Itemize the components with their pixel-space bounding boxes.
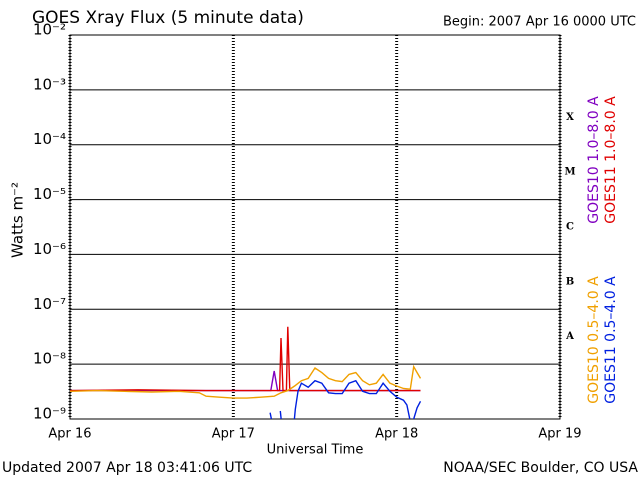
y-tick-label: 10⁻⁸: [33, 350, 66, 368]
plot-frame: [69, 34, 561, 420]
x-axis-label: Universal Time: [267, 443, 364, 458]
y-tick-label: 10⁻⁷: [33, 295, 66, 313]
y-tick-label: 10⁻⁵: [33, 185, 66, 203]
x-tick-label: Apr 18: [375, 427, 418, 442]
legend-entry: GOES11 0.5–4.0 A: [603, 276, 619, 404]
legend-entry: GOES10 1.0–8.0 A: [586, 96, 602, 224]
footer-right: NOAA/SEC Boulder, CO USA: [443, 460, 638, 476]
x-tick-label: Apr 16: [48, 427, 91, 442]
grid: 10⁻² 10⁻³ 10⁻⁴ 10⁻⁵ 10⁻⁶ 10⁻⁷ 10⁻⁸ 10⁻⁹ Apr 16 Ap…: [33, 21, 582, 442]
flare-class-label: A: [565, 331, 574, 342]
legend-entry: GOES11 1.0–8.0 A: [603, 96, 619, 224]
x-tick-label: Apr 17: [212, 427, 255, 442]
x-tick-label: Apr 19: [538, 427, 581, 442]
chart-title: GOES Xray Flux (5 minute data): [32, 8, 304, 28]
chart-subtitle: Begin: 2007 Apr 16 0000 UTC: [443, 15, 636, 30]
flare-class-label: X: [566, 112, 574, 123]
flare-class-label: M: [564, 167, 575, 178]
plot-lines: [70, 326, 422, 419]
y-tick-label: 10⁻²: [33, 21, 66, 39]
flare-class-label: B: [566, 276, 574, 287]
y-tick-label: 10⁻³: [33, 75, 66, 93]
flare-class-label: C: [566, 222, 574, 233]
series-line: [70, 326, 421, 392]
series-line: [70, 364, 422, 399]
series-line: [70, 370, 421, 392]
y-tick-label: 10⁻⁹: [33, 405, 66, 423]
series-line: [269, 379, 422, 419]
footer-left: Updated 2007 Apr 18 03:41:06 UTC: [2, 460, 252, 476]
y-tick-label: 10⁻⁶: [33, 240, 66, 258]
y-axis-label: Watts m⁻²: [9, 182, 27, 258]
y-tick-label: 10⁻⁴: [33, 130, 66, 148]
legend-entry: GOES10 0.5–4.0 A: [586, 276, 602, 404]
